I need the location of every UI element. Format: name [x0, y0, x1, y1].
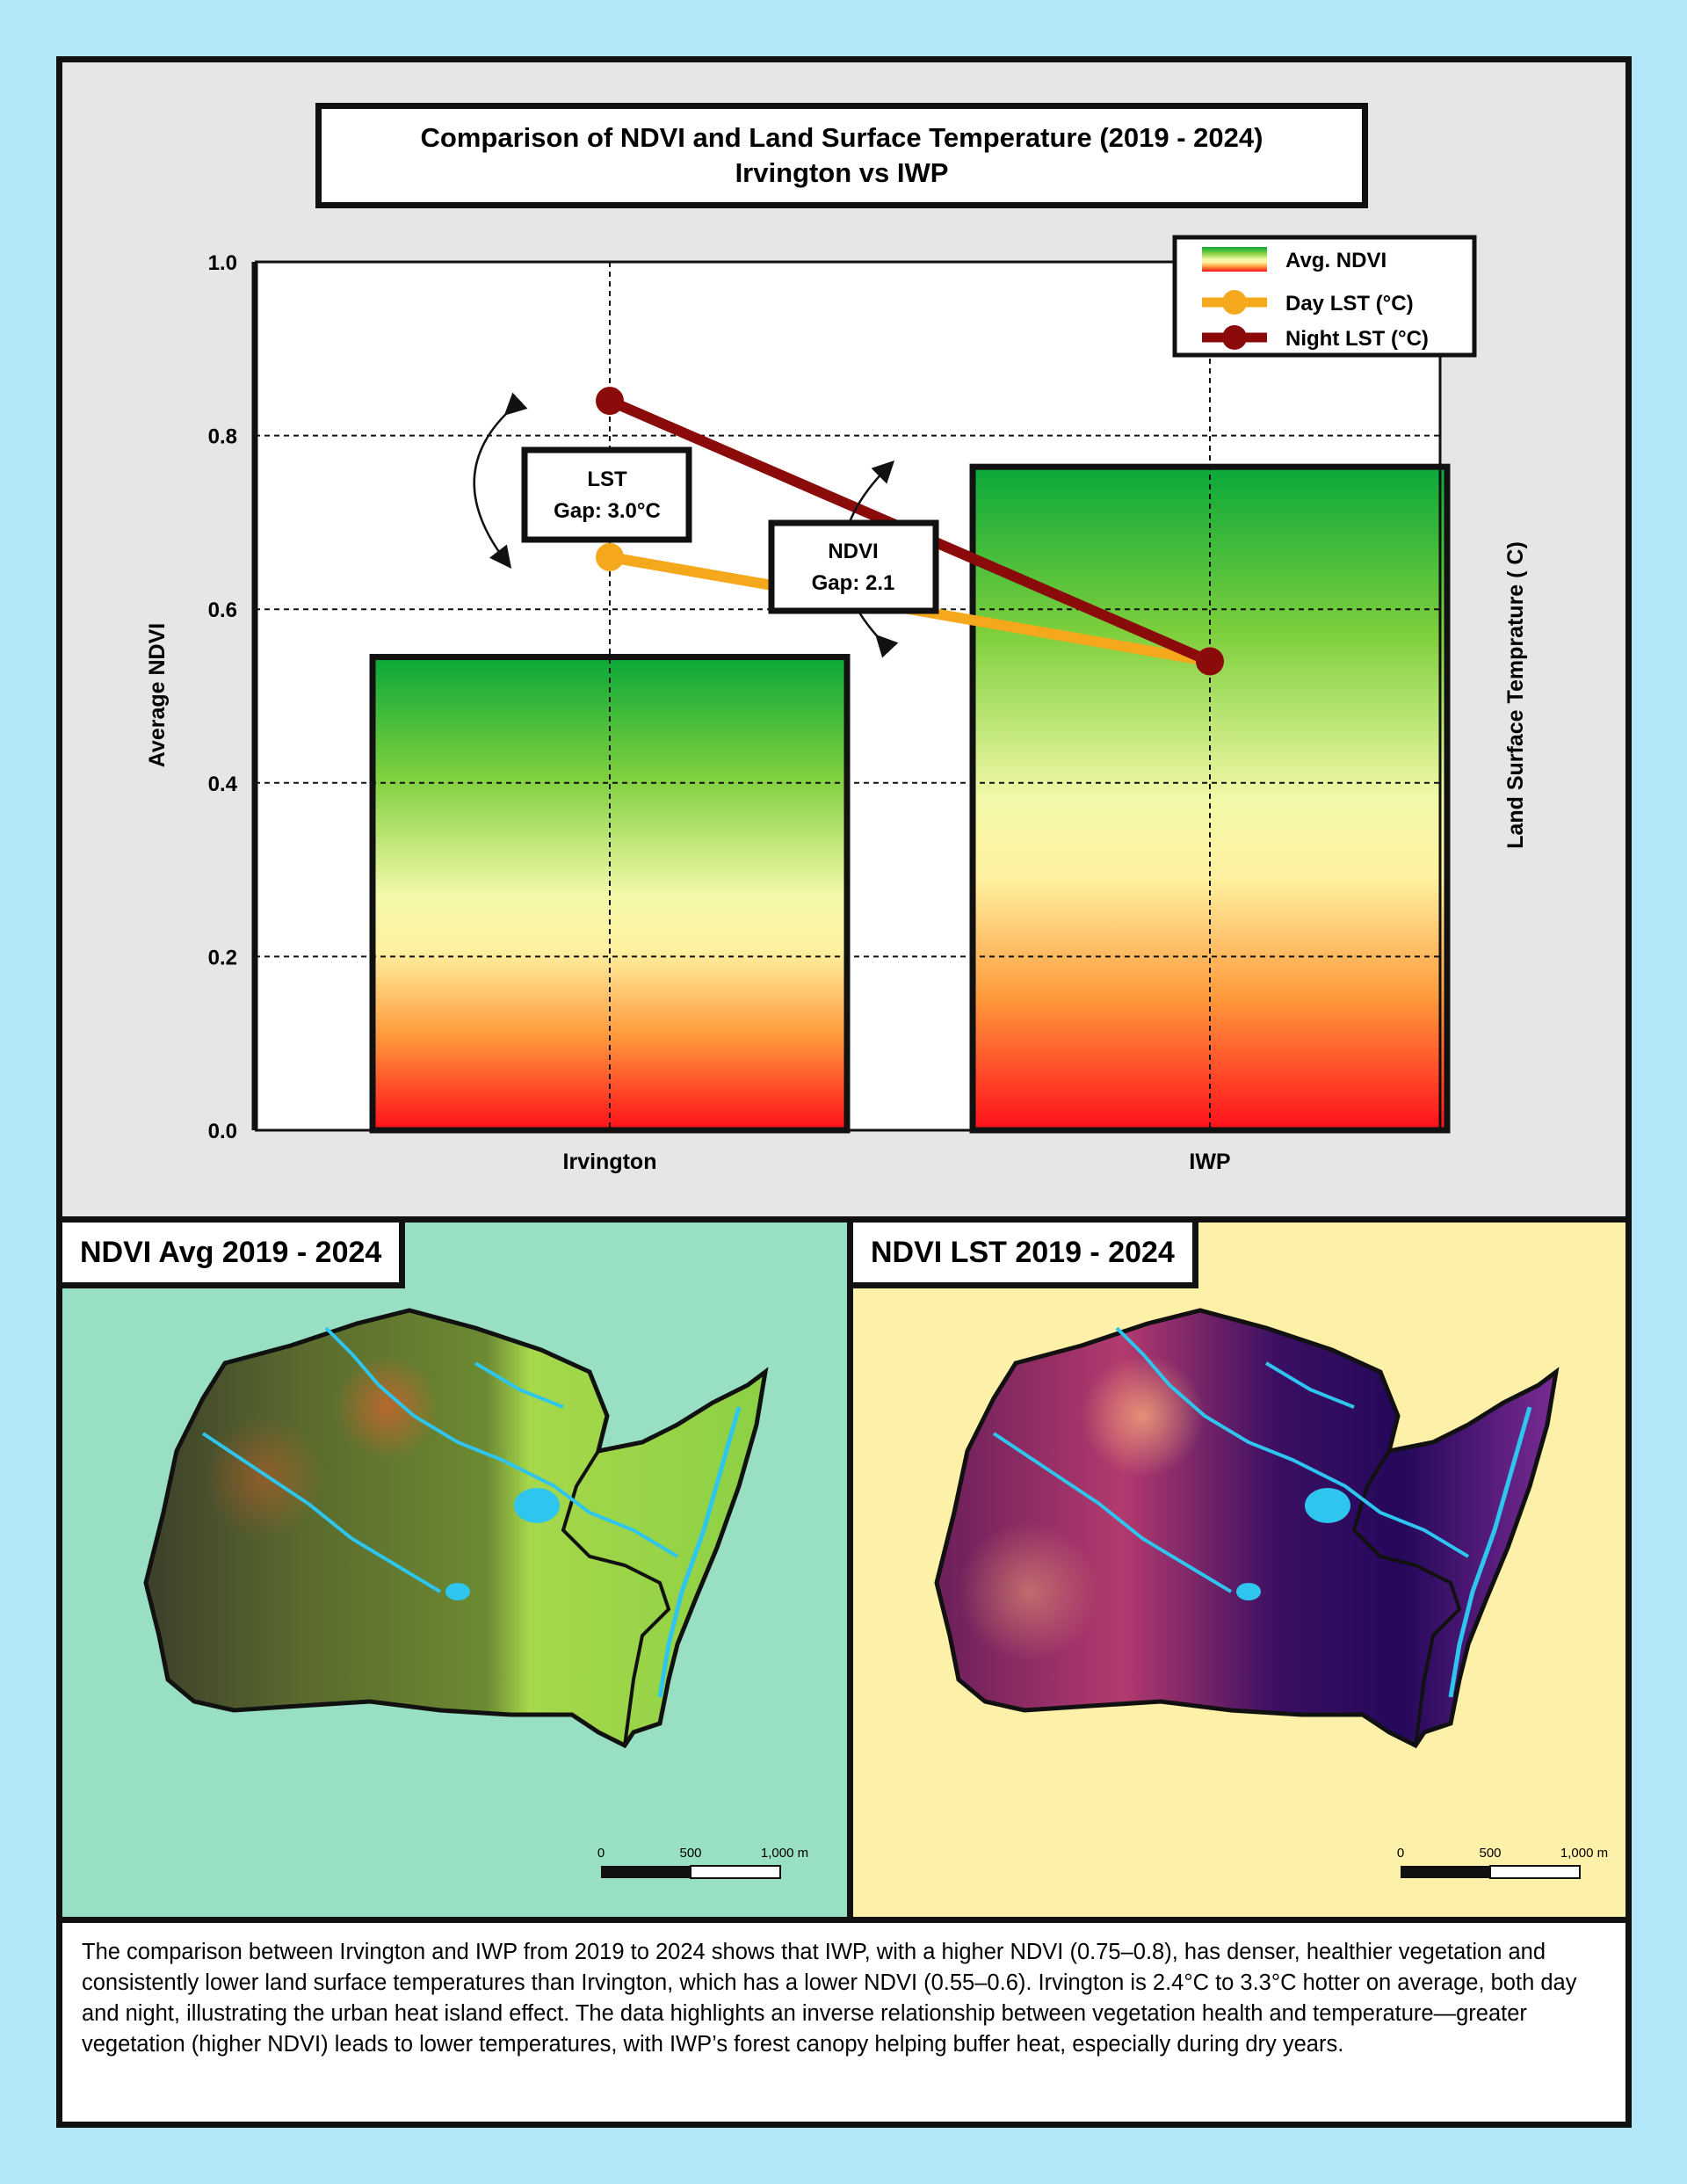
scale-tick-500: 500 [1479, 1846, 1501, 1861]
ndvi-scale-bar: 0 500 1,000 m [597, 1846, 808, 1879]
legend-day-label: Day LST (°C) [1285, 292, 1414, 316]
ndvi-map-panel: NDVI Avg 2019 - 2024 0 500 1,000 m [62, 1223, 853, 1917]
legend-day-marker [1222, 290, 1247, 315]
lst-pond [1236, 1583, 1261, 1600]
ndvi-river [657, 1406, 742, 1698]
ndvi-lake [514, 1488, 560, 1523]
chart-panel: 0.0 0.2 0.4 0.6 0.8 1.0 Irvington IWP LST Gap: … [62, 62, 1625, 1223]
y-tick-label: 0.0 [208, 1120, 237, 1143]
ndvi-inner-boundary [561, 1449, 671, 1746]
lst-stream [992, 1326, 1470, 1593]
lst-series-point [596, 542, 624, 571]
ndvi-map [143, 1308, 769, 1749]
description-panel: The comparison between Irvington and IWP… [62, 1917, 1625, 2122]
y-tick-label: 0.2 [208, 946, 237, 969]
ndvi-lst-chart: 0.0 0.2 0.4 0.6 0.8 1.0 Irvington IWP LST Gap: … [145, 235, 1528, 1174]
chart-title-box: Comparison of NDVI and Land Surface Temp… [315, 103, 1368, 208]
lst-map-panel: NDVI LST 2019 - 2024 0 500 1,000 m [853, 1223, 1625, 1917]
lst-scale-bar: 0 500 1,000 m [1397, 1846, 1608, 1879]
lst-lake [1305, 1488, 1350, 1523]
ndvi-hot-spot-2 [203, 1416, 326, 1539]
legend-night-marker [1222, 325, 1247, 350]
chart-title: Comparison of NDVI and Land Surface Temp… [420, 122, 1263, 153]
y2-axis-label: Land Surface Temprature ( C) [1503, 541, 1528, 849]
lst-river [1448, 1406, 1532, 1698]
legend-ndvi-swatch [1202, 247, 1267, 272]
y-tick-label: 0.4 [208, 773, 238, 796]
scale-tick-0: 0 [597, 1846, 605, 1861]
lst-hot-spot-2 [959, 1521, 1099, 1662]
ndvi-stream [201, 1326, 679, 1593]
lst-gap-annotation: LST Gap: 3.0°C [521, 446, 692, 543]
description-text: The comparison between Irvington and IWP… [82, 1940, 1577, 2057]
infographic-frame: 0.0 0.2 0.4 0.6 0.8 1.0 Irvington IWP LST Gap: … [56, 56, 1632, 2128]
lst-series-point [596, 387, 624, 416]
lst-series-point [1196, 647, 1224, 676]
lst-map-label: NDVI LST 2019 - 2024 [853, 1223, 1198, 1288]
ndvi-gap-line2: Gap: 2.1 [812, 571, 895, 595]
chart-subtitle: Irvington vs IWP [735, 157, 949, 188]
ndvi-gap-line1: NDVI [828, 540, 878, 563]
scale-tick-500: 500 [679, 1846, 701, 1861]
scale-tick-0: 0 [1397, 1846, 1404, 1861]
legend-night-label: Night LST (°C) [1285, 327, 1429, 351]
chart-legend: Avg. NDVI Day LST (°C) Night LST (°C) [1172, 235, 1477, 358]
lst-gap-arrow [473, 392, 528, 569]
legend-ndvi-label: Avg. NDVI [1285, 249, 1387, 272]
lst-gap-line1: LST [587, 468, 627, 491]
x-tick-label: Irvington [563, 1150, 657, 1174]
lst-map [934, 1308, 1560, 1749]
lst-inner-boundary [1351, 1449, 1462, 1746]
x-tick-label: IWP [1189, 1150, 1230, 1174]
ndvi-hot-spot [335, 1354, 440, 1460]
y-tick-label: 1.0 [208, 251, 237, 275]
y-tick-label: 0.6 [208, 599, 237, 622]
y-axis-label: Average NDVI [145, 623, 170, 767]
lst-hot-spot [1082, 1354, 1205, 1477]
scale-tick-1000: 1,000 m [761, 1846, 808, 1861]
maps-row: NDVI Avg 2019 - 2024 0 500 1,000 m [62, 1223, 1625, 1917]
lst-gap-line2: Gap: 3.0°C [554, 499, 661, 523]
ndvi-pond [445, 1583, 470, 1600]
y-tick-label: 0.8 [208, 425, 237, 449]
ndvi-region-fill [143, 1308, 769, 1749]
scale-tick-1000: 1,000 m [1560, 1846, 1608, 1861]
ndvi-map-label: NDVI Avg 2019 - 2024 [62, 1223, 406, 1288]
ndvi-gap-annotation: NDVI Gap: 2.1 [768, 519, 939, 614]
